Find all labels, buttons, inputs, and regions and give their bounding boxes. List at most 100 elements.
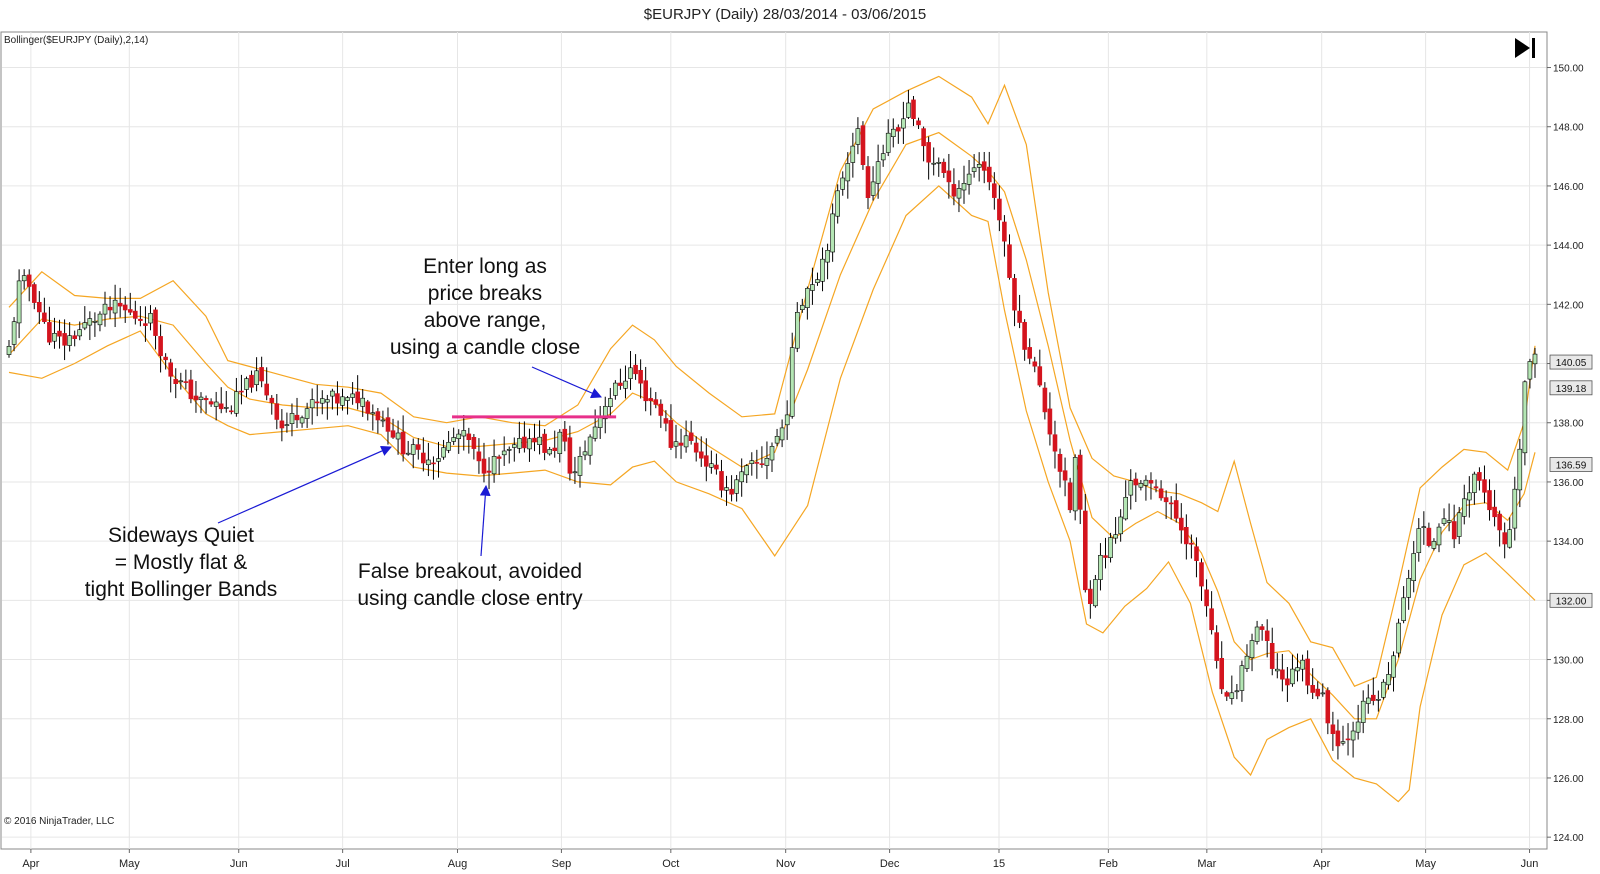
candle-body xyxy=(1057,453,1063,472)
candle-body xyxy=(304,408,310,419)
candle-body xyxy=(471,436,477,449)
candle-body xyxy=(340,396,345,406)
candle-body xyxy=(1527,361,1533,380)
candle-body xyxy=(820,258,825,282)
x-axis: Apr May Jun Jul Aug Sep Oct Nov Dec 15 Feb Mar Apr Ma… xyxy=(22,849,1538,870)
annotation-enter-long-text: above range, xyxy=(424,309,547,332)
candle-body xyxy=(789,347,795,417)
candle-body xyxy=(1027,347,1032,359)
candle-body xyxy=(1532,353,1538,365)
candle-body xyxy=(284,424,290,426)
candle-body xyxy=(799,305,805,310)
candle-body xyxy=(946,170,952,183)
candle-body xyxy=(729,488,734,495)
x-tick-label: May xyxy=(1415,858,1436,870)
copyright-label: © 2016 NinjaTrader, LLC xyxy=(4,816,114,827)
price-tag-label: 140.05 xyxy=(1556,358,1587,369)
candle-body xyxy=(390,430,396,438)
candle-body xyxy=(562,428,568,442)
candle-body xyxy=(415,444,421,450)
candle-body xyxy=(183,381,189,383)
sideways-arrow xyxy=(217,445,392,524)
candle-body xyxy=(1012,278,1017,311)
y-tick-label: 142.00 xyxy=(1553,300,1584,311)
candle-body xyxy=(107,306,113,311)
candle-body xyxy=(895,127,901,132)
candle-body xyxy=(613,382,618,396)
candle-body xyxy=(1083,510,1088,591)
candle-body xyxy=(517,438,522,449)
y-tick-label: 150.00 xyxy=(1553,64,1584,75)
candle-body xyxy=(16,280,22,324)
candle-body xyxy=(537,436,542,446)
candle-body xyxy=(961,183,967,191)
upper-band xyxy=(8,75,1536,687)
candle-body xyxy=(57,330,62,337)
candle-body xyxy=(481,458,487,474)
candle-body xyxy=(1179,517,1184,531)
candle-body xyxy=(1345,738,1351,741)
x-tick-label: Apr xyxy=(22,858,39,870)
candle-body xyxy=(138,318,143,321)
candle-body xyxy=(1355,721,1361,733)
candle-body xyxy=(971,167,977,172)
candle-body xyxy=(522,436,527,449)
y-tick-label: 124.00 xyxy=(1553,833,1584,844)
y-tick-label: 138.00 xyxy=(1553,419,1584,430)
price-tag-box xyxy=(1549,457,1593,472)
x-tick-label: Feb xyxy=(1099,858,1118,870)
candle-body xyxy=(885,132,891,153)
candle-body xyxy=(1280,669,1285,680)
candle-body xyxy=(97,313,103,326)
candle-body xyxy=(890,128,896,137)
lower-band xyxy=(8,185,1536,803)
candle-body xyxy=(1037,366,1043,386)
candle-body xyxy=(744,465,750,476)
candle-body xyxy=(1133,478,1139,486)
candle-body xyxy=(6,345,12,355)
candle-body xyxy=(1310,684,1315,693)
candle-body xyxy=(825,250,830,263)
candle-body xyxy=(1269,642,1275,669)
candle-body xyxy=(1451,521,1457,540)
candle-body xyxy=(486,470,492,473)
candle-body xyxy=(739,471,745,483)
scroll-to-end-icon[interactable] xyxy=(1515,38,1535,58)
candle-body xyxy=(830,213,835,253)
indicator-label: Bollinger($EURJPY (Daily),2,14) xyxy=(4,35,148,46)
x-tick-label: Aug xyxy=(448,858,468,870)
candle-body xyxy=(1168,502,1174,505)
candle-body xyxy=(1234,690,1240,693)
price-tag-box xyxy=(1549,592,1593,608)
candle-body xyxy=(1340,741,1346,744)
candle-body xyxy=(1047,408,1053,435)
candle-body xyxy=(648,398,654,402)
candle-body xyxy=(1275,668,1280,672)
annotation-enter-long-text: price breaks xyxy=(428,282,542,305)
candle-body xyxy=(688,432,694,441)
candle-body xyxy=(466,433,472,440)
candle-body xyxy=(592,426,598,439)
candle-body xyxy=(668,420,674,448)
candle-body xyxy=(1386,674,1391,686)
candle-body xyxy=(941,161,947,173)
x-tick-label: Jul xyxy=(336,858,350,870)
price-tag-box xyxy=(1549,380,1593,396)
candle-body xyxy=(724,487,729,491)
candle-body xyxy=(1431,541,1437,549)
candle-body xyxy=(1052,434,1058,452)
candle-body xyxy=(1441,518,1447,524)
candle-body xyxy=(1421,526,1427,529)
candle-body xyxy=(1492,506,1497,518)
candle-body xyxy=(234,391,239,414)
candle-body xyxy=(1042,387,1048,413)
candle-body xyxy=(319,398,325,404)
candle-body xyxy=(208,401,214,405)
candle-body xyxy=(1022,321,1027,350)
candle-body xyxy=(719,471,724,491)
candle-body xyxy=(218,403,224,410)
candle-body xyxy=(860,125,866,165)
candle-body xyxy=(380,419,386,422)
candle-body xyxy=(1396,622,1401,654)
